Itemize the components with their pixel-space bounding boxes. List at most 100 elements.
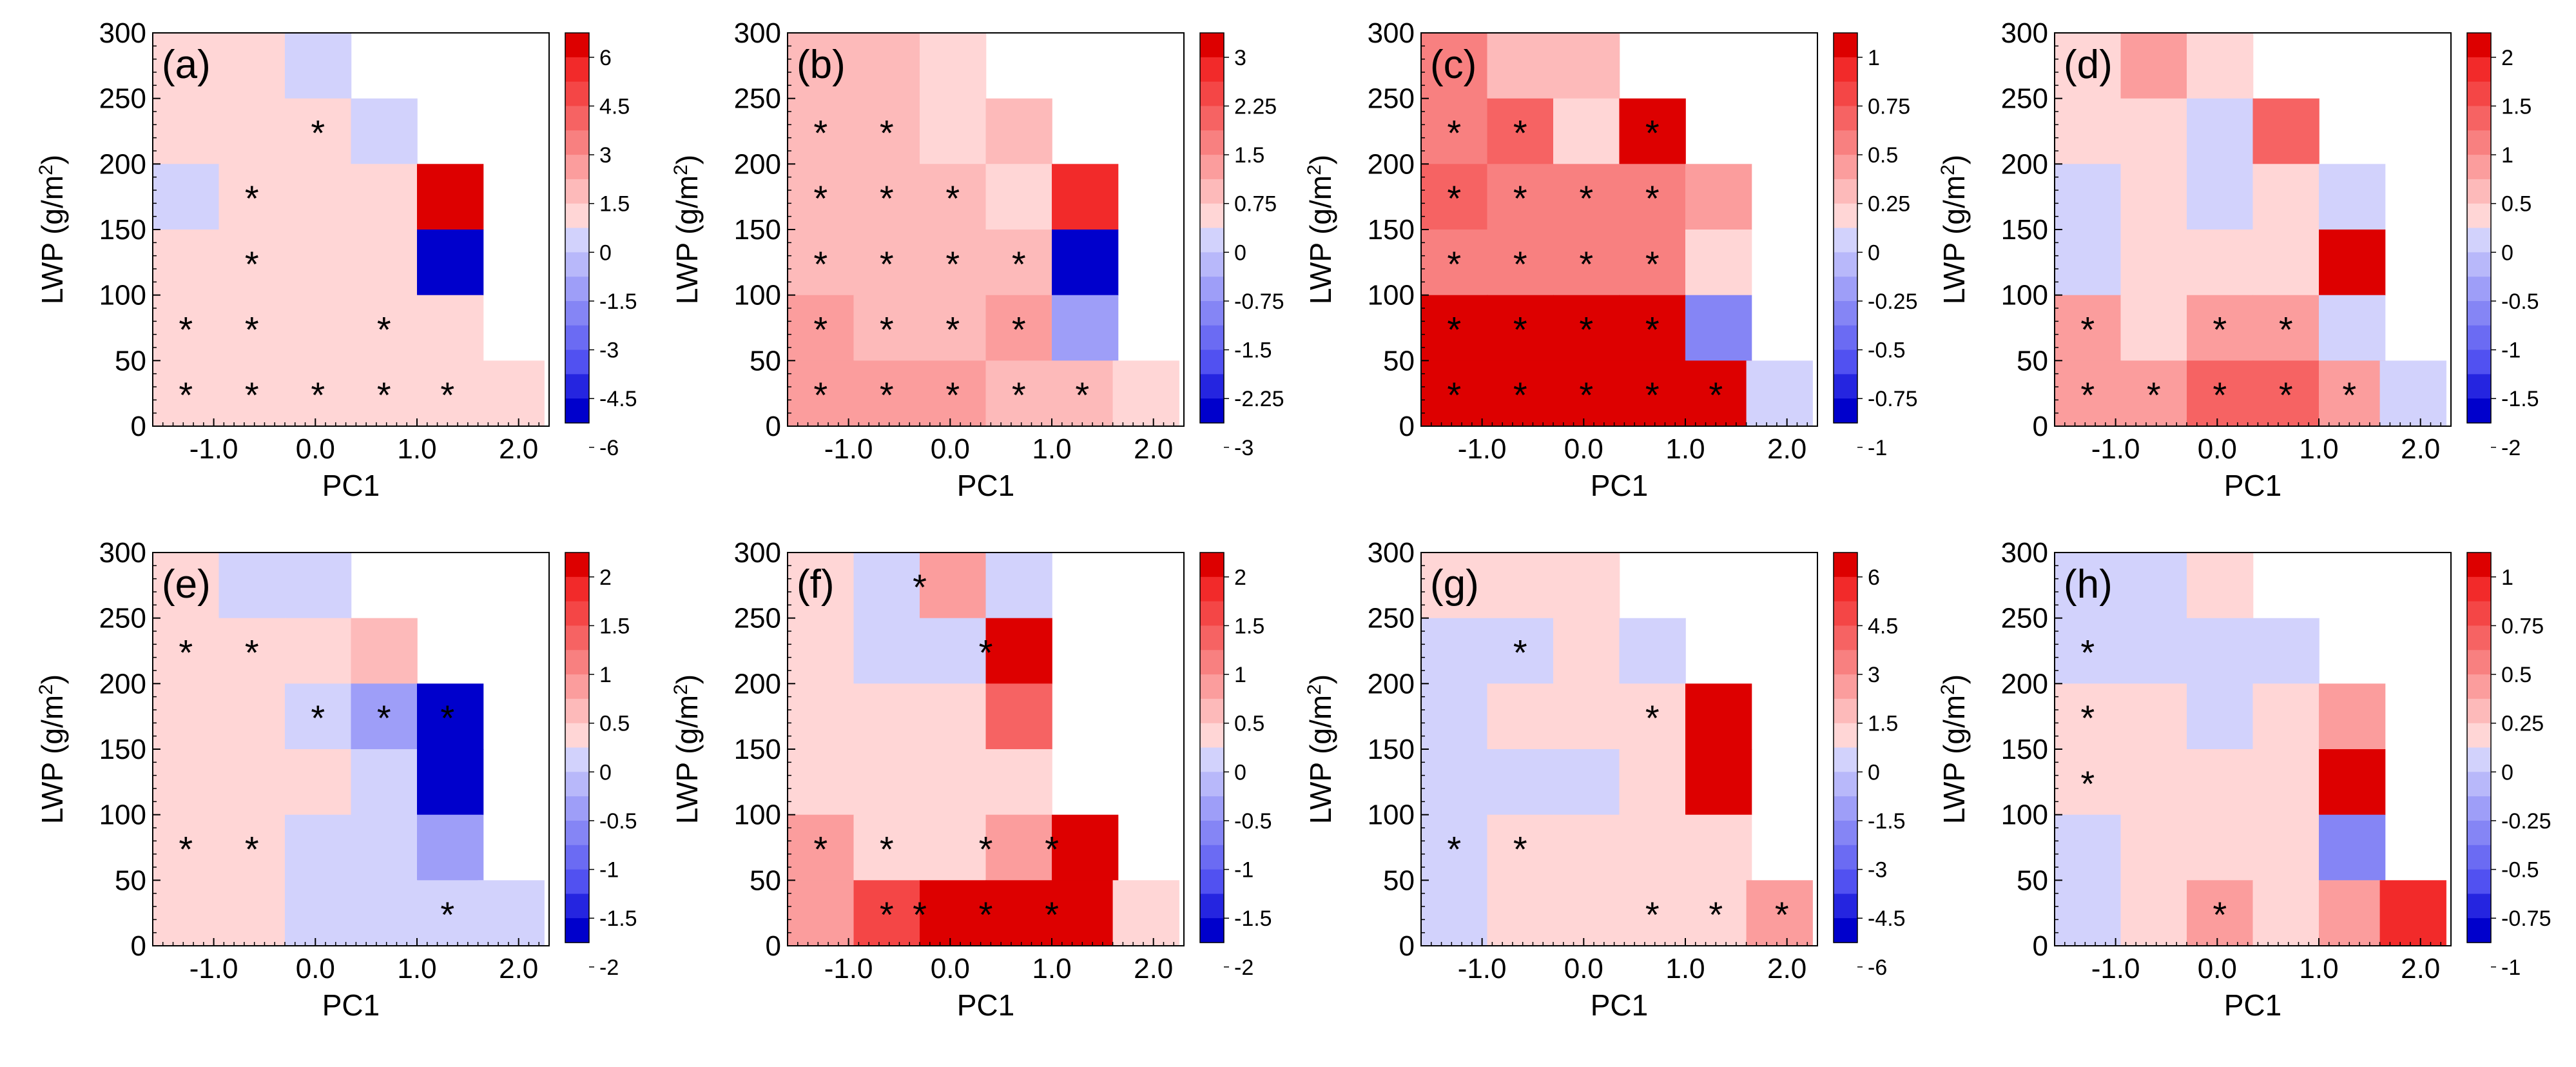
colorbar-segment (1200, 625, 1224, 651)
colorbar-segment (1200, 300, 1224, 326)
heatmap-cell (351, 230, 418, 296)
heatmap-cell (920, 553, 987, 619)
y-tick-label: 200 (734, 148, 781, 180)
y-tick-label: 100 (99, 799, 146, 831)
y-tick-label: 50 (750, 345, 781, 377)
colorbar-label: -6 (1868, 955, 1887, 980)
colorbar-segment (2467, 698, 2491, 724)
heatmap-cell (1685, 814, 1752, 881)
heatmap-cell (2252, 618, 2319, 685)
significance-mark: * (179, 632, 193, 673)
colorbar-segment (2467, 625, 2491, 651)
y-tick-label: 100 (2001, 280, 2048, 311)
y-tick-label: 0 (131, 411, 146, 442)
significance-mark: * (813, 113, 828, 153)
colorbar-segment (1834, 845, 1857, 870)
colorbar-segment (2467, 576, 2491, 602)
y-tick-label: 50 (115, 345, 146, 377)
colorbar-label: -4.5 (599, 387, 637, 411)
y-tick-label: 0 (1399, 930, 1415, 962)
heatmap-cell (2252, 164, 2319, 230)
heatmap-cell (985, 683, 1052, 750)
colorbar-segment (565, 869, 589, 894)
heatmap-cell (417, 683, 484, 750)
y-tick-label: 0 (766, 411, 781, 442)
heatmap-cell (1685, 880, 1752, 946)
heatmap-cell (1421, 683, 1488, 750)
x-tick-label: -1.0 (189, 433, 238, 465)
heatmap-cell (1619, 814, 1686, 881)
colorbar-segment (2467, 796, 2491, 821)
colorbar-label: 0 (1868, 760, 1880, 785)
heatmap-cell (1052, 880, 1119, 946)
colorbar-segment (565, 106, 589, 131)
colorbar-segment (1834, 155, 1857, 180)
heatmap-cell (788, 683, 855, 750)
colorbar-label: -1 (2501, 338, 2521, 363)
heatmap-cell (985, 880, 1052, 946)
y-tick-label: 200 (2001, 148, 2048, 180)
y-tick-label: 250 (1368, 603, 1415, 634)
colorbar-segment (2467, 918, 2491, 943)
heatmap-cell (2187, 683, 2254, 750)
heatmap-cell (285, 749, 352, 816)
colorbar-label: 4.5 (1868, 614, 1898, 638)
significance-mark: * (880, 894, 894, 935)
heatmap-cell (285, 814, 352, 881)
y-tick-label: 150 (734, 214, 781, 246)
heatmap-cell (2120, 98, 2187, 165)
colorbar-label: 0 (2501, 760, 2513, 785)
colorbar-segment (2467, 130, 2491, 155)
heatmap-cell (1487, 360, 1554, 427)
heatmap-cell (2187, 33, 2254, 99)
colorbar-segment (1834, 576, 1857, 602)
colorbar-segment (565, 820, 589, 846)
heatmap-cell (2252, 230, 2319, 296)
colorbar-segment (1200, 674, 1224, 700)
heatmap-cell (2252, 295, 2319, 362)
heatmap-cell (285, 164, 352, 230)
colorbar-label: 2 (2501, 46, 2513, 70)
colorbar-label: -2 (1234, 955, 1254, 980)
heatmap-cell (1685, 360, 1752, 427)
colorbar-label: -0.75 (1234, 289, 1284, 314)
panel-label: (d) (2064, 43, 2113, 87)
colorbar-label: 0 (1868, 240, 1880, 265)
colorbar-segment (1834, 277, 1857, 302)
y-tick-label: 300 (2001, 537, 2048, 569)
heatmap-cell (478, 360, 545, 427)
y-tick-label: 200 (734, 668, 781, 700)
colorbar-segment (1200, 820, 1224, 846)
heatmap-cell (1487, 164, 1554, 230)
colorbar-segment (565, 723, 589, 749)
significance-mark: * (2342, 375, 2356, 415)
x-tick-label: 2.0 (1767, 953, 1806, 984)
heatmap-cell (2319, 164, 2386, 230)
significance-mark: * (440, 894, 454, 935)
colorbar-segment (1834, 553, 1857, 578)
significance-mark: * (2213, 894, 2227, 935)
x-tick-label: 2.0 (1767, 433, 1806, 465)
heatmap-cell (2252, 360, 2319, 427)
colorbar-segment (1834, 723, 1857, 749)
heatmap-cell (2120, 295, 2187, 362)
x-tick-label: 0.0 (296, 433, 335, 465)
colorbar-segment (565, 601, 589, 627)
heatmap-cell (788, 814, 855, 881)
y-tick-label: 250 (99, 83, 146, 115)
heatmap-cell (351, 360, 418, 427)
colorbar-segment (1834, 33, 1857, 58)
significance-mark: * (945, 244, 960, 284)
y-tick-label: 300 (2001, 17, 2048, 49)
colorbar-label: 0.75 (1868, 94, 1910, 119)
heatmap-cell (153, 295, 220, 362)
colorbar-label: 1.5 (1868, 712, 1898, 736)
colorbar-label: -3 (599, 338, 619, 363)
heatmap-cell (788, 98, 855, 165)
colorbar-frame (1833, 32, 1858, 424)
x-axis-label: PC1 (2224, 988, 2281, 1022)
colorbar-segment (1834, 106, 1857, 131)
heatmap-cell (218, 295, 286, 362)
x-tick-label: 1.0 (397, 433, 436, 465)
colorbar-label: 1 (1868, 46, 1880, 70)
